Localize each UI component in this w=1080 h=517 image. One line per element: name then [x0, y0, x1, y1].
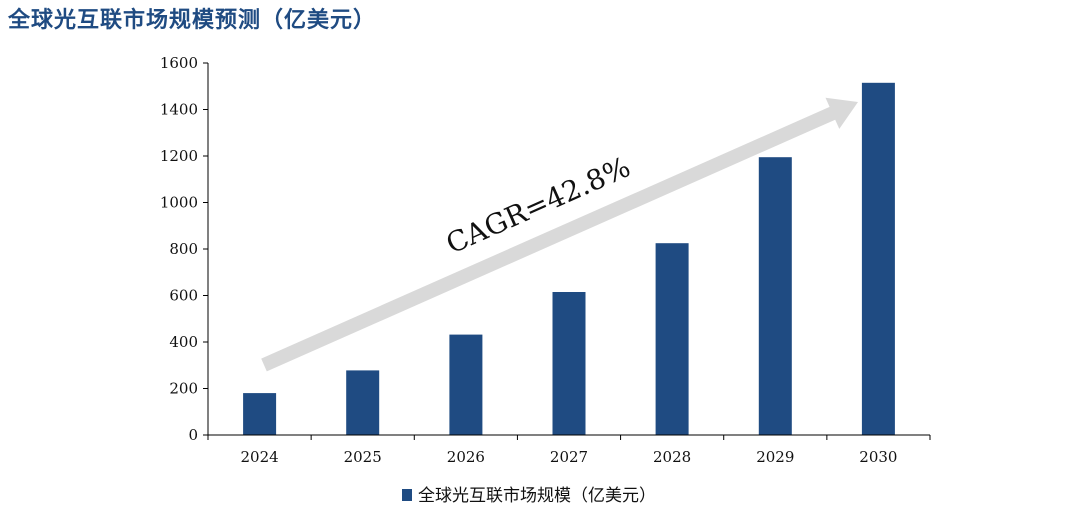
y-tick-label: 600 — [169, 287, 198, 305]
legend-label: 全球光互联市场规模（亿美元） — [418, 486, 656, 506]
x-tick-label: 2025 — [344, 448, 382, 466]
cagr-arrow — [261, 97, 858, 372]
x-tick-label: 2024 — [241, 448, 279, 466]
x-tick-label: 2030 — [859, 448, 897, 466]
bar-2026 — [449, 334, 483, 435]
page-title: 全球光互联市场规模预测（亿美元） — [8, 8, 377, 33]
y-tick-label: 1000 — [160, 194, 198, 212]
legend-swatch — [402, 489, 412, 501]
y-tick-label: 800 — [169, 240, 198, 258]
x-tick-label: 2026 — [447, 448, 485, 466]
y-tick-label: 1400 — [160, 101, 198, 119]
cagr-arrow-shape — [261, 97, 858, 372]
x-tick-label: 2029 — [756, 448, 794, 466]
y-tick-label: 400 — [169, 333, 198, 351]
y-tick-label: 0 — [188, 426, 198, 444]
x-tick-label: 2027 — [550, 448, 588, 466]
bar-2029 — [758, 157, 792, 435]
y-tick-label: 1600 — [160, 54, 198, 72]
x-tick-label: 2028 — [653, 448, 691, 466]
bar-2024 — [243, 393, 277, 435]
axes — [203, 62, 931, 440]
y-tick-label: 200 — [169, 380, 198, 398]
bar-2028 — [655, 243, 689, 435]
legend: 全球光互联市场规模（亿美元） — [402, 486, 656, 506]
bar-2030 — [861, 82, 895, 436]
bars — [243, 82, 895, 436]
bar-2027 — [552, 292, 586, 435]
y-tick-label: 1200 — [160, 147, 198, 165]
bar-2025 — [346, 370, 380, 435]
tick-labels: 0 200 400 600 800 1000 1200 1400 1600 2024 2025 202… — [160, 54, 898, 466]
